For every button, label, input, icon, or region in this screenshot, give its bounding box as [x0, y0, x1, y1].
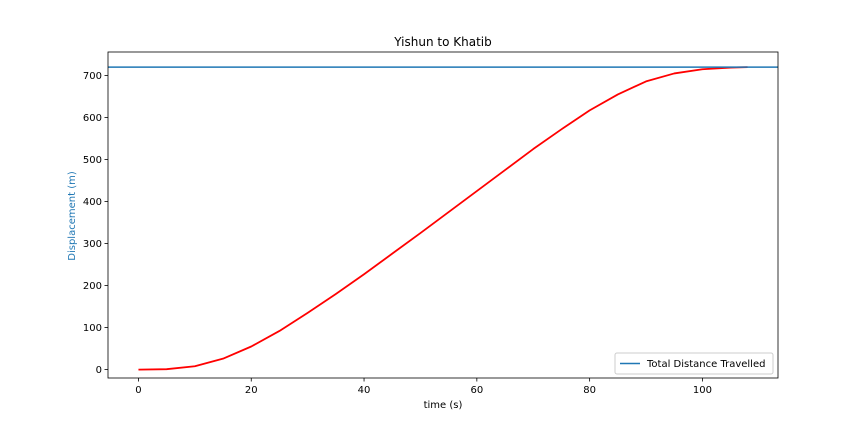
x-tick-label: 80: [583, 385, 596, 396]
x-tick-label: 100: [693, 385, 712, 396]
y-tick-label: 500: [83, 155, 102, 166]
axes-frame: [107, 51, 779, 379]
x-axis-ticks: 0 20 40 60 80 100: [135, 378, 712, 396]
x-tick-label: 0: [135, 385, 141, 396]
y-axis-label: Displacement (m): [67, 171, 78, 261]
x-tick-label: 20: [245, 385, 258, 396]
legend-label: Total Distance Travelled: [646, 359, 765, 370]
plot-area: [107, 51, 779, 379]
y-tick-label: 100: [83, 323, 102, 334]
y-tick-label: 300: [83, 239, 102, 250]
y-tick-label: 700: [83, 71, 102, 82]
legend-box: [614, 352, 774, 375]
y-tick-label: 200: [83, 281, 102, 292]
x-tick-label: 60: [470, 385, 483, 396]
displacement-curve: [138, 66, 748, 371]
x-tick-label: 40: [358, 385, 371, 396]
y-tick-label: 400: [83, 197, 102, 208]
y-tick-label: 600: [83, 113, 102, 124]
chart-title: Yishun to Khatib: [393, 35, 491, 49]
legend: Total Distance Travelled: [614, 352, 774, 375]
y-axis-ticks: 0 100 200 300 400 500 600 700: [83, 71, 108, 376]
y-tick-label: 0: [96, 365, 102, 376]
x-axis-label: time (s): [424, 400, 463, 411]
